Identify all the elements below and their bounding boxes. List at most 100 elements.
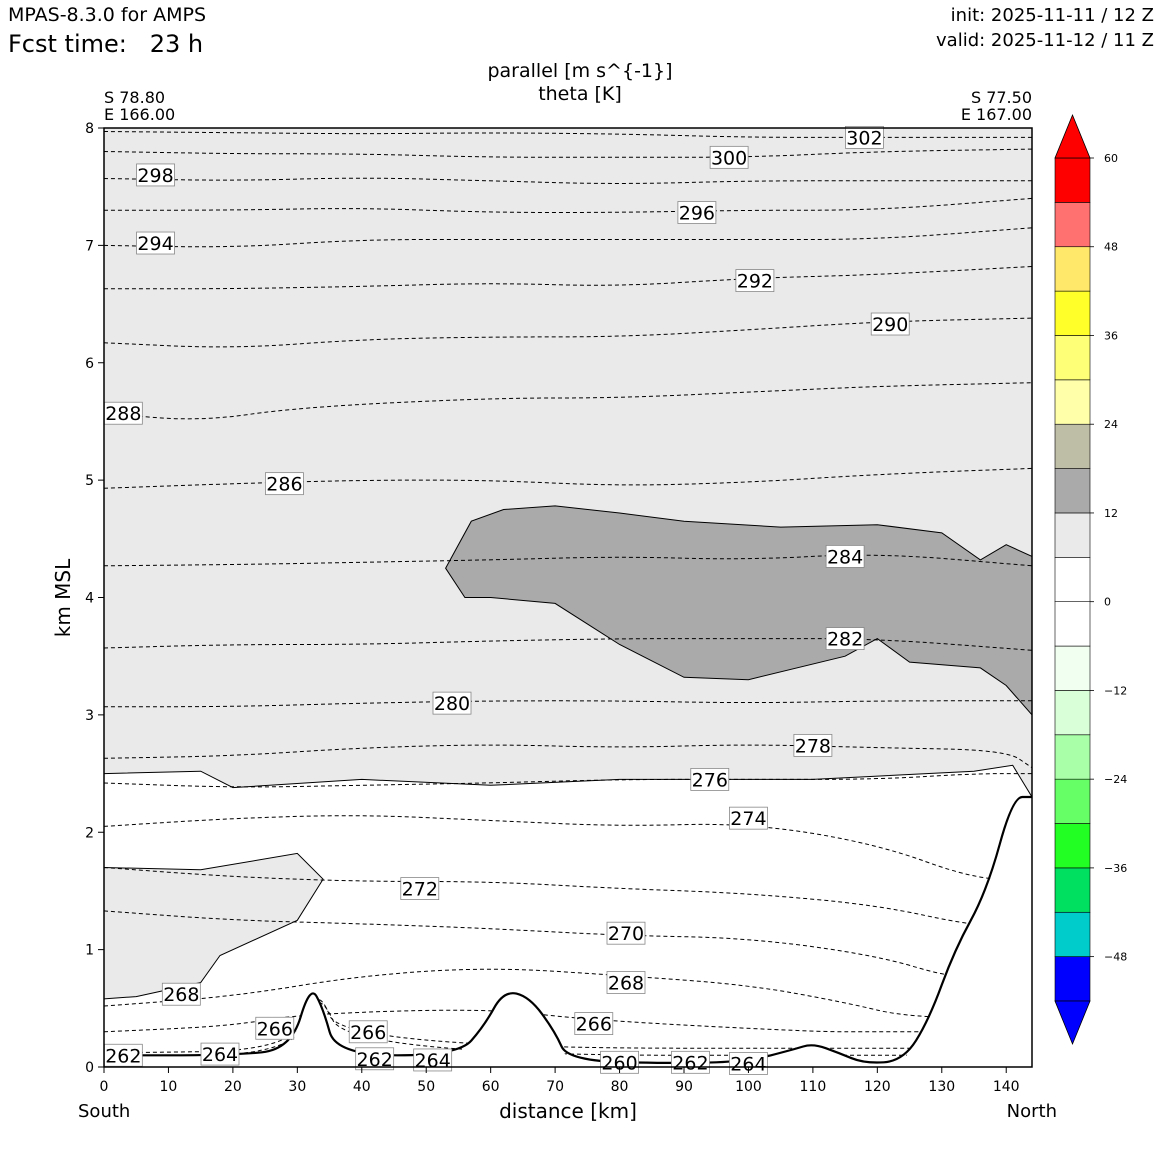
theta-label-text: 276 bbox=[692, 769, 728, 791]
theta-label-text: 292 bbox=[737, 271, 773, 293]
theta-label-text: 266 bbox=[257, 1018, 293, 1040]
x-axis-ticks: 0 10 20 30 40 50 60 70 80 90 100 110 120 130 140 bbox=[100, 1067, 1020, 1095]
x-tick-label: 120 bbox=[864, 1079, 891, 1095]
theta-label-box bbox=[574, 1012, 614, 1035]
theta-contour-label: 266 bbox=[255, 1016, 295, 1040]
theta-contour-label: 282 bbox=[825, 627, 865, 651]
theta-contour-label: 260 bbox=[600, 1050, 639, 1074]
theta-contour-label: 288 bbox=[103, 401, 143, 425]
theta-contour-line bbox=[104, 1009, 1032, 1033]
colorbar-segment bbox=[1054, 157, 1091, 203]
theta-contour-label: 264 bbox=[413, 1048, 453, 1072]
theta-contour-label: 262 bbox=[671, 1050, 710, 1074]
theta-contour-label: 264 bbox=[200, 1042, 240, 1066]
theta-label-box bbox=[413, 1048, 453, 1072]
theta-label-text: 280 bbox=[434, 693, 470, 715]
theta-contour-line bbox=[104, 968, 1032, 1019]
left-end-label: South bbox=[78, 1101, 131, 1122]
theta-label-box bbox=[136, 163, 175, 187]
colorbar-segment bbox=[1054, 956, 1091, 1002]
theta-label-text: 290 bbox=[872, 314, 908, 336]
x-tick-label: 30 bbox=[288, 1079, 306, 1095]
theta-label-box bbox=[735, 269, 775, 292]
colorbar-segment bbox=[1054, 911, 1091, 957]
y-tick-label: 4 bbox=[85, 591, 94, 607]
terrain-layer bbox=[104, 795, 1032, 1067]
theta-label-box bbox=[729, 806, 768, 830]
theta-label-text: 284 bbox=[827, 546, 863, 568]
colorbar-label: 12 bbox=[1104, 507, 1118, 520]
theta-label-box bbox=[709, 145, 749, 169]
theta-label-box bbox=[606, 971, 646, 994]
theta-contour-label: 302 bbox=[845, 125, 884, 149]
colorbar-segment bbox=[1054, 734, 1091, 780]
theta-label-box bbox=[348, 1020, 388, 1044]
theta-contour-label: 262 bbox=[355, 1047, 395, 1071]
theta-contour-label: 276 bbox=[690, 768, 730, 791]
wind-shade-region bbox=[104, 852, 324, 1000]
y-axis-ticks: 0 1 2 3 4 5 6 7 8 bbox=[85, 121, 104, 1076]
theta-label-text: 282 bbox=[827, 629, 863, 651]
end-longitude: E 167.00 bbox=[960, 105, 1032, 124]
colorbar-label: 24 bbox=[1104, 418, 1118, 431]
theta-label-box bbox=[825, 627, 865, 650]
wind-shade-region bbox=[104, 128, 1032, 798]
colorbar-segment bbox=[1054, 557, 1091, 602]
theta-contour-label: 274 bbox=[729, 806, 768, 830]
theta-contour-label: 294 bbox=[136, 231, 175, 255]
y-tick-label: 2 bbox=[85, 825, 94, 841]
colorbar-segment bbox=[1054, 468, 1091, 514]
y-axis-label: km MSL bbox=[51, 558, 75, 637]
colorbar-label: −48 bbox=[1104, 951, 1127, 964]
forecast-time-value: 23 h bbox=[149, 30, 204, 58]
theta-contour-label: 296 bbox=[677, 201, 717, 225]
theta-contour-label: 298 bbox=[136, 163, 175, 187]
y-tick-label: 6 bbox=[85, 356, 94, 372]
theta-label-box bbox=[265, 472, 304, 496]
colorbar-segment bbox=[1054, 202, 1091, 248]
theta-contour-line bbox=[104, 317, 1032, 348]
theta-contour-label: 266 bbox=[574, 1012, 614, 1036]
colorbar-segment bbox=[1054, 290, 1091, 336]
x-tick-label: 110 bbox=[800, 1079, 827, 1095]
y-tick-label: 0 bbox=[85, 1060, 94, 1076]
theta-label-text: 262 bbox=[105, 1045, 141, 1067]
init-time: init: 2025-11-11 / 12 Z bbox=[950, 5, 1154, 26]
theta-label-box bbox=[793, 733, 833, 757]
theta-label-text: 262 bbox=[672, 1052, 708, 1074]
theta-label-text: 270 bbox=[608, 923, 644, 945]
x-tick-label: 40 bbox=[353, 1079, 371, 1095]
x-tick-label: 20 bbox=[224, 1079, 242, 1095]
theta-label-box bbox=[255, 1016, 295, 1040]
theta-label-box bbox=[677, 201, 717, 224]
theta-label-text: 260 bbox=[601, 1052, 637, 1074]
theta-label-box bbox=[671, 1050, 710, 1074]
x-tick-label: 90 bbox=[675, 1079, 693, 1095]
theta-contour-label: 268 bbox=[161, 982, 201, 1006]
colorbar-label: −36 bbox=[1104, 862, 1127, 875]
colorbar-label: 36 bbox=[1104, 329, 1118, 342]
theta-contour-label: 280 bbox=[432, 691, 472, 715]
theta-label-box bbox=[845, 125, 884, 149]
theta-label-box bbox=[690, 768, 730, 791]
y-tick-label: 3 bbox=[85, 708, 94, 724]
theta-label-box bbox=[400, 877, 440, 900]
theta-contour-line bbox=[104, 177, 1032, 184]
theta-contour-line bbox=[104, 815, 1032, 880]
theta-label-text: 262 bbox=[357, 1049, 393, 1071]
colorbar-segment bbox=[1054, 867, 1091, 913]
chart-title: parallel [m s^{-1}] bbox=[487, 60, 673, 82]
end-latitude: S 77.50 bbox=[970, 88, 1032, 107]
wind-shade-region bbox=[445, 505, 1032, 716]
colorbar-segment bbox=[1054, 423, 1091, 469]
theta-contour-line bbox=[104, 467, 1032, 489]
theta-contour-line bbox=[104, 197, 1032, 214]
theta-label-box bbox=[825, 545, 865, 568]
theta-contour-label: 264 bbox=[729, 1052, 768, 1075]
wind-shading-layer bbox=[104, 128, 1032, 1000]
colorbar-extend-bottom bbox=[1054, 1000, 1091, 1046]
y-tick-label: 1 bbox=[85, 943, 94, 959]
theta-contour-label: 266 bbox=[348, 1020, 388, 1044]
theta-contour-label: 300 bbox=[709, 145, 749, 169]
